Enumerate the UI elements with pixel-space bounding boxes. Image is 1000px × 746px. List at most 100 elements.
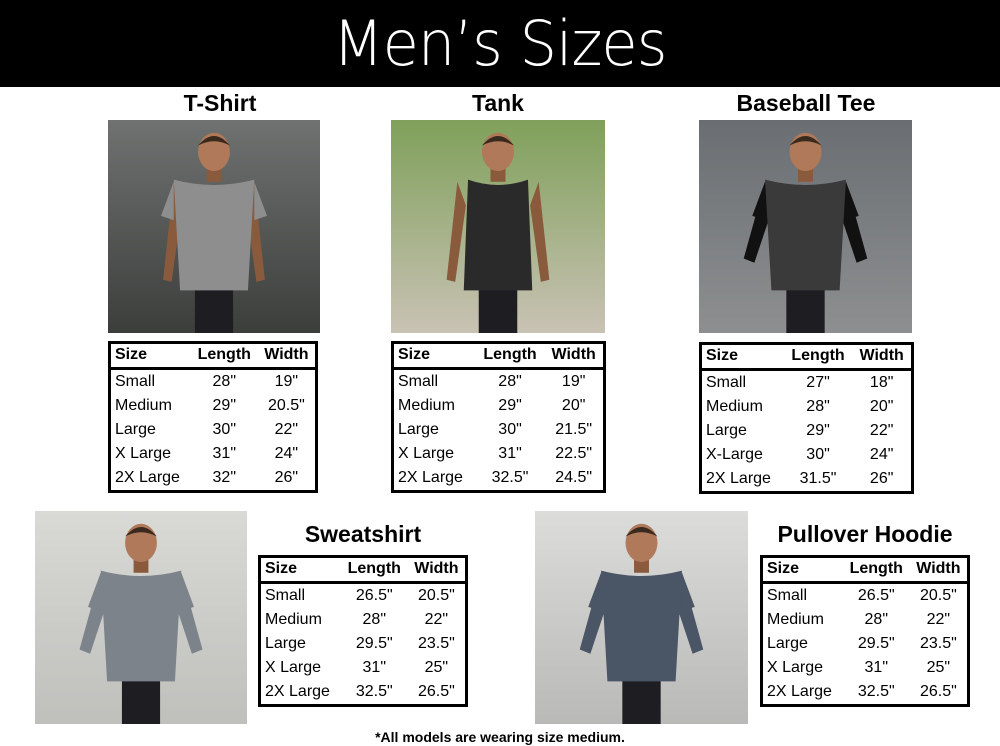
size-cell: Large <box>115 421 156 438</box>
sweatshirt-model-photo <box>35 511 247 724</box>
page-title: Men’s Sizes <box>333 7 668 80</box>
model-figure-icon <box>699 120 912 333</box>
sweatshirt-title: Sweatshirt <box>304 521 422 547</box>
size-cell: Medium <box>398 397 455 414</box>
length-cell: 30" <box>498 421 522 438</box>
size-cell: Small <box>398 373 439 390</box>
size-cell: Large <box>265 635 306 652</box>
length-cell: 29.5" <box>355 635 393 652</box>
table-row: Medium 29" 20.5" <box>110 394 317 418</box>
tshirt-title: T-Shirt <box>183 90 257 116</box>
column-header-length: Length <box>475 342 545 370</box>
size-cell: Medium <box>706 398 763 415</box>
length-cell: 28" <box>498 373 522 390</box>
table-row: 2X Large 32.5" 26.5" <box>762 680 969 706</box>
length-cell: 32.5" <box>857 683 895 700</box>
header-banner: Men’s Sizes <box>0 0 1000 87</box>
table-row: Large 29.5" 23.5" <box>260 632 467 656</box>
size-cell: X-Large <box>706 446 763 463</box>
column-header-size: Size <box>700 343 784 371</box>
table-header-row: Size Length Width <box>392 342 605 370</box>
width-cell: 19" <box>274 373 299 390</box>
width-cell: 18" <box>869 374 894 391</box>
size-cell: Small <box>115 373 156 390</box>
table-row: Small 28" 19" <box>110 369 317 395</box>
column-header-length: Length <box>783 343 853 371</box>
tank-title: Tank <box>472 90 524 116</box>
length-cell: 30" <box>212 421 236 438</box>
table-row: Small 28" 19" <box>393 369 605 395</box>
length-cell: 28" <box>212 373 236 390</box>
length-cell: 29" <box>212 397 236 414</box>
size-cell: 2X Large <box>265 683 330 700</box>
width-cell: 25" <box>424 659 449 676</box>
width-cell: 24" <box>274 445 299 462</box>
table-row: Medium 28" 22" <box>762 608 969 632</box>
table-row: 2X Large 32.5" 24.5" <box>393 466 605 492</box>
width-cell: 26" <box>869 470 894 487</box>
table-row: X-Large 30" 24" <box>701 443 913 467</box>
length-cell: 31" <box>362 659 386 676</box>
size-cell: Medium <box>265 611 322 628</box>
table-row: 2X Large 32" 26" <box>110 466 317 492</box>
width-cell: 22" <box>424 611 449 628</box>
tshirt-size-table: Size Length Width Small 28" 19" Medium 29" 20.5"… <box>108 341 318 493</box>
size-cell: Small <box>265 587 306 604</box>
length-cell: 26.5" <box>355 587 393 604</box>
table-row: X Large 31" 24" <box>110 442 317 466</box>
model-figure-icon <box>391 120 605 333</box>
model-figure-icon <box>35 511 247 724</box>
size-cell: X Large <box>398 445 455 462</box>
column-header-size: Size <box>761 556 843 584</box>
width-cell: 22" <box>926 611 951 628</box>
table-row: Medium 28" 20" <box>701 395 913 419</box>
table-row: 2X Large 32.5" 26.5" <box>260 680 467 706</box>
table-row: Large 30" 22" <box>110 418 317 442</box>
sweatshirt-size-table: Size Length Width Small 26.5" 20.5" Medium 28" 2… <box>258 555 468 707</box>
length-cell: 29" <box>806 422 830 439</box>
hoodie-size-table: Size Length Width Small 26.5" 20.5" Medium 28" 2… <box>760 555 970 707</box>
width-cell: 22" <box>274 421 299 438</box>
model-figure-icon <box>535 511 748 724</box>
column-header-width: Width <box>407 556 467 584</box>
length-cell: 31" <box>498 445 522 462</box>
table-row: X Large 31" 25" <box>762 656 969 680</box>
length-cell: 31.5" <box>799 470 837 487</box>
size-cell: X Large <box>265 659 322 676</box>
size-cell: Large <box>398 421 439 438</box>
hoodie-title: Pullover Hoodie <box>777 521 953 547</box>
width-cell: 25" <box>926 659 951 676</box>
table-row: Large 29" 22" <box>701 419 913 443</box>
size-cell: X Large <box>115 445 172 462</box>
length-cell: 32.5" <box>491 469 529 486</box>
table-header-row: Size Length Width <box>700 343 913 371</box>
length-cell: 30" <box>806 446 830 463</box>
width-cell: 26.5" <box>919 683 957 700</box>
column-header-size: Size <box>109 342 191 370</box>
width-cell: 19" <box>561 373 586 390</box>
tank-size-table: Size Length Width Small 28" 19" Medium 29" 20" La… <box>391 341 606 493</box>
width-cell: 23.5" <box>417 635 455 652</box>
table-row: Large 30" 21.5" <box>393 418 605 442</box>
column-header-width: Width <box>544 342 605 370</box>
baseball-tee-title: Baseball Tee <box>736 90 876 116</box>
length-cell: 27" <box>806 374 830 391</box>
tshirt-model-photo <box>108 120 320 333</box>
length-cell: 28" <box>362 611 386 628</box>
column-header-length: Length <box>340 556 408 584</box>
width-cell: 24" <box>869 446 894 463</box>
column-header-size: Size <box>259 556 341 584</box>
table-row: Small 26.5" 20.5" <box>260 583 467 609</box>
table-row: 2X Large 31.5" 26" <box>701 467 913 493</box>
model-figure-icon <box>108 120 320 333</box>
column-header-length: Length <box>190 342 258 370</box>
size-cell: Small <box>706 374 747 391</box>
tank-model-photo <box>391 120 605 333</box>
column-header-width: Width <box>909 556 969 584</box>
length-cell: 29.5" <box>857 635 895 652</box>
length-cell: 32" <box>212 469 236 486</box>
size-cell: 2X Large <box>706 470 771 487</box>
table-header-row: Size Length Width <box>259 556 467 584</box>
length-cell: 28" <box>806 398 830 415</box>
size-cell: Medium <box>767 611 824 628</box>
